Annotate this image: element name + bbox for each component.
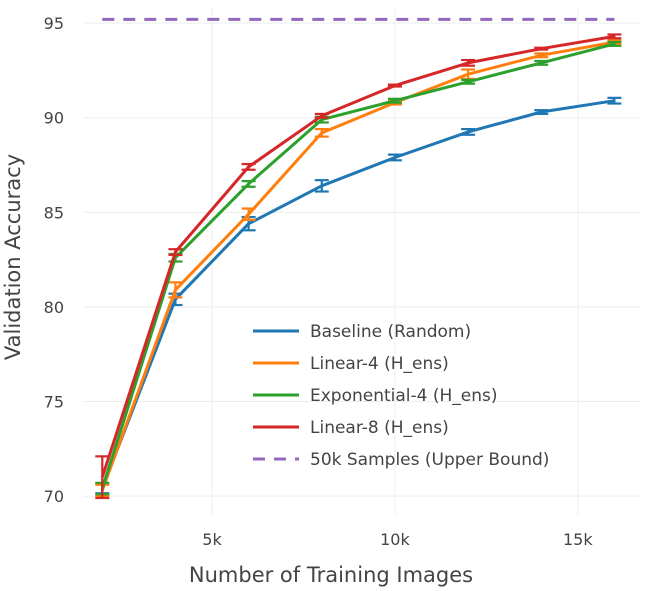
error-bar	[241, 162, 256, 171]
legend-label: Linear-8 (H_ens)	[310, 418, 449, 438]
error-bar	[241, 207, 256, 221]
y-axis-ticks: 70 75 80 85 90 95	[44, 14, 64, 506]
error-bar	[607, 33, 622, 40]
error-bar	[168, 248, 183, 256]
legend-label: 50k Samples (Upper Bound)	[310, 450, 549, 470]
y-tick-label: 85	[44, 203, 64, 222]
error-bar	[607, 96, 622, 105]
error-bar	[607, 40, 622, 47]
y-tick-label: 75	[44, 392, 64, 411]
error-bar	[534, 109, 549, 116]
series-line	[100, 42, 615, 489]
series-line	[100, 40, 615, 491]
error-bar	[314, 127, 329, 138]
x-axis-title: Number of Training Images	[189, 563, 473, 587]
series-1	[95, 39, 622, 498]
error-bar	[534, 46, 549, 51]
y-tick-label: 95	[44, 14, 64, 33]
x-axis-ticks: 5k 10k 15k	[202, 530, 593, 549]
x-tick-label: 15k	[563, 530, 593, 549]
error-bar	[461, 78, 476, 85]
error-bar	[95, 455, 110, 500]
error-bar	[314, 112, 329, 119]
x-tick-label: 10k	[380, 530, 410, 549]
error-bar	[387, 153, 402, 162]
error-bar	[534, 52, 549, 59]
y-tick-label: 70	[44, 487, 64, 506]
series-line	[100, 34, 615, 478]
error-bar	[461, 58, 476, 67]
error-bar	[534, 59, 549, 66]
error-bar	[168, 281, 183, 299]
legend-label: Baseline (Random)	[310, 322, 471, 342]
error-bar	[461, 127, 476, 136]
error-bar	[314, 179, 329, 193]
x-tick-label: 5k	[202, 530, 222, 549]
error-bar	[241, 179, 256, 188]
y-axis-title: Validation Accuracy	[1, 154, 25, 360]
series-3	[95, 33, 622, 500]
series-layer	[95, 17, 622, 500]
y-tick-label: 90	[44, 109, 64, 128]
legend-item: Exponential-4 (H_ens)	[253, 386, 498, 406]
legend-item: Baseline (Random)	[253, 322, 471, 342]
legend-item: Linear-4 (H_ens)	[253, 354, 449, 374]
legend-label: Linear-4 (H_ens)	[310, 354, 449, 374]
legend-label: Exponential-4 (H_ens)	[310, 386, 498, 406]
legend-item: 50k Samples (Upper Bound)	[253, 450, 549, 470]
series-line	[100, 99, 615, 490]
error-bar	[387, 97, 402, 104]
error-bar	[387, 83, 402, 88]
legend-item: Linear-8 (H_ens)	[253, 418, 449, 438]
legend: Baseline (Random) Linear-4 (H_ens) Exponen…	[253, 322, 549, 470]
grid	[84, 8, 640, 515]
y-tick-label: 80	[44, 298, 64, 317]
